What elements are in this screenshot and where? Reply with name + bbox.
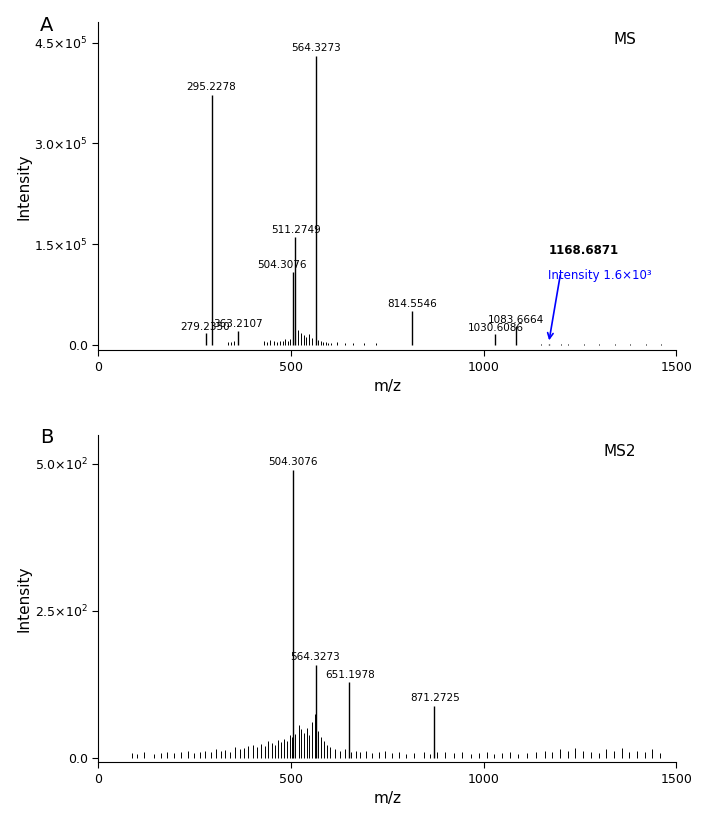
Text: 564.3273: 564.3273 [290,652,340,662]
Text: MS2: MS2 [603,444,636,459]
Text: Intensity 1.6×10³: Intensity 1.6×10³ [548,269,652,282]
Text: MS: MS [613,32,636,47]
X-axis label: m/z: m/z [373,379,401,394]
Text: 564.3273: 564.3273 [291,44,340,53]
Text: 504.3076: 504.3076 [257,259,306,270]
Text: B: B [40,428,54,447]
Text: 279.2350: 279.2350 [180,322,230,332]
Text: 1030.6086: 1030.6086 [467,323,523,332]
Text: 651.1978: 651.1978 [325,670,375,680]
Text: 1168.6871: 1168.6871 [548,244,618,258]
Text: 504.3076: 504.3076 [268,457,317,467]
Text: 871.2725: 871.2725 [410,693,459,703]
Text: 511.2749: 511.2749 [271,225,321,235]
Text: A: A [40,16,54,35]
Text: 1083.6664: 1083.6664 [488,314,544,324]
Text: 814.5546: 814.5546 [387,300,437,309]
Text: 363.2107: 363.2107 [213,319,263,329]
Y-axis label: Intensity: Intensity [17,565,32,632]
Y-axis label: Intensity: Intensity [17,153,32,220]
Text: 295.2278: 295.2278 [186,82,235,92]
X-axis label: m/z: m/z [373,792,401,807]
